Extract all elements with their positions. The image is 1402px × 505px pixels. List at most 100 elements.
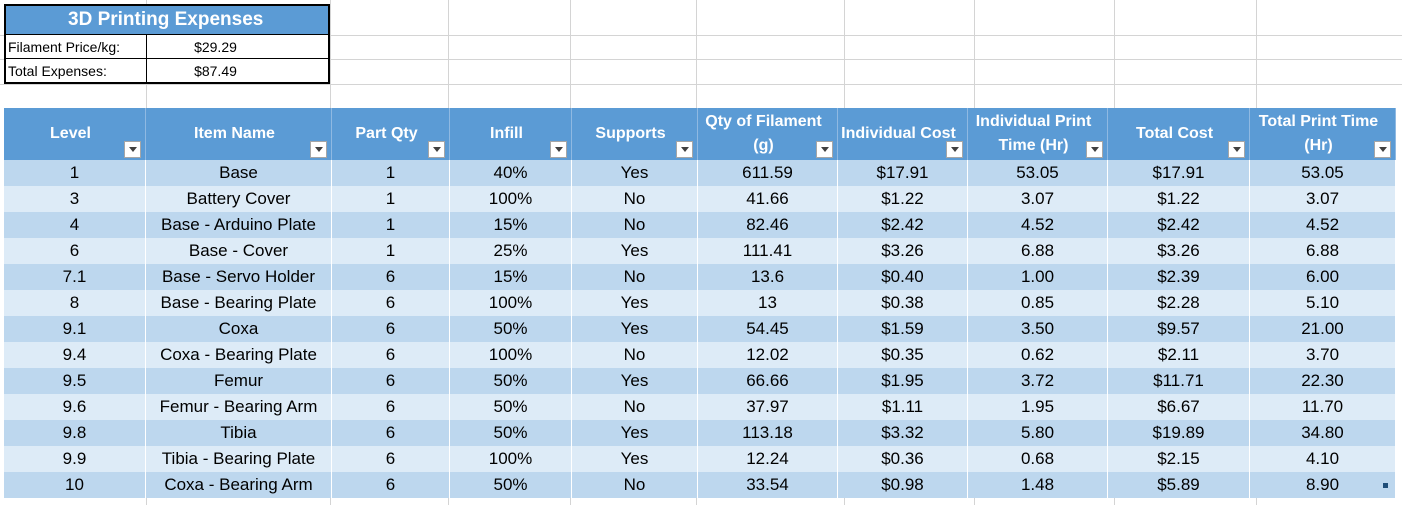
table-cell[interactable]: 22.30	[1250, 368, 1396, 394]
table-cell[interactable]: 9.8	[4, 420, 146, 446]
table-cell[interactable]: Yes	[572, 446, 698, 472]
filter-dropdown-icon[interactable]	[946, 141, 963, 158]
header-supports[interactable]: Supports	[572, 108, 698, 160]
table-cell[interactable]: $19.89	[1108, 420, 1250, 446]
table-cell[interactable]: 66.66	[698, 368, 838, 394]
table-cell[interactable]: 0.85	[968, 290, 1108, 316]
filter-dropdown-icon[interactable]	[676, 141, 693, 158]
total-expenses-label[interactable]: Total Expenses:	[6, 59, 147, 83]
table-cell[interactable]: $17.91	[838, 160, 968, 186]
table-cell[interactable]: 6.88	[968, 238, 1108, 264]
table-cell[interactable]: 1	[332, 238, 450, 264]
table-cell[interactable]: 9.6	[4, 394, 146, 420]
table-cell[interactable]: 6	[4, 238, 146, 264]
table-cell[interactable]: $2.28	[1108, 290, 1250, 316]
table-cell[interactable]: 50%	[450, 394, 572, 420]
table-cell[interactable]: 3.70	[1250, 342, 1396, 368]
table-cell[interactable]: 3.50	[968, 316, 1108, 342]
table-cell[interactable]: Yes	[572, 368, 698, 394]
table-cell[interactable]: Yes	[572, 160, 698, 186]
table-cell[interactable]: Base	[146, 160, 332, 186]
table-cell[interactable]: 7.1	[4, 264, 146, 290]
table-cell[interactable]: $2.42	[1108, 212, 1250, 238]
table-cell[interactable]: 6	[332, 446, 450, 472]
summary-title[interactable]: 3D Printing Expenses	[6, 6, 328, 35]
table-cell[interactable]: Tibia - Bearing Plate	[146, 446, 332, 472]
table-cell[interactable]: 6	[332, 264, 450, 290]
table-cell[interactable]: 37.97	[698, 394, 838, 420]
table-cell[interactable]: $2.42	[838, 212, 968, 238]
table-cell[interactable]: Base - Bearing Plate	[146, 290, 332, 316]
table-cell[interactable]: No	[572, 394, 698, 420]
table-cell[interactable]: 6	[332, 394, 450, 420]
table-cell[interactable]: 6	[332, 420, 450, 446]
table-cell[interactable]: 0.68	[968, 446, 1108, 472]
table-cell[interactable]: 1.48	[968, 472, 1108, 498]
table-cell[interactable]: 3.72	[968, 368, 1108, 394]
table-cell[interactable]: 6	[332, 342, 450, 368]
table-cell[interactable]: 8	[4, 290, 146, 316]
header-qty-filament[interactable]: Qty of Filament (g)	[698, 108, 838, 160]
table-cell[interactable]: 54.45	[698, 316, 838, 342]
table-cell[interactable]: 1	[332, 212, 450, 238]
table-cell[interactable]: $11.71	[1108, 368, 1250, 394]
table-cell[interactable]: $3.26	[1108, 238, 1250, 264]
table-cell[interactable]: Tibia	[146, 420, 332, 446]
table-cell[interactable]: 4.52	[1250, 212, 1396, 238]
table-cell[interactable]: 5.10	[1250, 290, 1396, 316]
table-cell[interactable]: Yes	[572, 420, 698, 446]
table-cell[interactable]: 82.46	[698, 212, 838, 238]
table-cell[interactable]: $0.98	[838, 472, 968, 498]
table-cell[interactable]: 6	[332, 316, 450, 342]
table-cell[interactable]: $17.91	[1108, 160, 1250, 186]
table-cell[interactable]: $3.32	[838, 420, 968, 446]
header-total-cost[interactable]: Total Cost	[1108, 108, 1250, 160]
table-cell[interactable]: 6	[332, 290, 450, 316]
filter-dropdown-icon[interactable]	[428, 141, 445, 158]
table-cell[interactable]: $1.59	[838, 316, 968, 342]
filter-dropdown-icon[interactable]	[124, 141, 141, 158]
table-cell[interactable]: No	[572, 342, 698, 368]
table-cell[interactable]: No	[572, 212, 698, 238]
table-cell[interactable]: Coxa - Bearing Plate	[146, 342, 332, 368]
table-cell[interactable]: 1	[332, 160, 450, 186]
table-cell[interactable]: 4.52	[968, 212, 1108, 238]
table-cell[interactable]: $0.35	[838, 342, 968, 368]
table-cell[interactable]: Femur	[146, 368, 332, 394]
filament-price-value[interactable]: $29.29	[194, 38, 237, 55]
table-cell[interactable]: $3.26	[838, 238, 968, 264]
table-cell[interactable]: 11.70	[1250, 394, 1396, 420]
table-cell[interactable]: 1.95	[968, 394, 1108, 420]
table-cell[interactable]: 100%	[450, 290, 572, 316]
filament-price-label[interactable]: Filament Price/kg:	[6, 35, 147, 58]
table-cell[interactable]: 50%	[450, 420, 572, 446]
table-cell[interactable]: $1.22	[838, 186, 968, 212]
table-cell[interactable]: 1.00	[968, 264, 1108, 290]
table-cell[interactable]: $6.67	[1108, 394, 1250, 420]
table-cell[interactable]: $5.89	[1108, 472, 1250, 498]
table-cell[interactable]: 4.10	[1250, 446, 1396, 472]
table-cell[interactable]: 9.5	[4, 368, 146, 394]
table-cell[interactable]: No	[572, 472, 698, 498]
table-cell[interactable]: Coxa	[146, 316, 332, 342]
header-item-name[interactable]: Item Name	[146, 108, 332, 160]
filter-dropdown-icon[interactable]	[310, 141, 327, 158]
table-cell[interactable]: No	[572, 264, 698, 290]
table-cell[interactable]: 100%	[450, 446, 572, 472]
header-total-print-time[interactable]: Total Print Time (Hr)	[1250, 108, 1396, 160]
table-cell[interactable]: $2.39	[1108, 264, 1250, 290]
table-cell[interactable]: 9.4	[4, 342, 146, 368]
table-cell[interactable]: 33.54	[698, 472, 838, 498]
table-cell[interactable]: 8.90	[1250, 472, 1396, 498]
table-cell[interactable]: $1.11	[838, 394, 968, 420]
table-cell[interactable]: 50%	[450, 368, 572, 394]
table-cell[interactable]: 25%	[450, 238, 572, 264]
table-cell[interactable]: Coxa - Bearing Arm	[146, 472, 332, 498]
table-cell[interactable]: 12.24	[698, 446, 838, 472]
table-cell[interactable]: 53.05	[968, 160, 1108, 186]
total-expenses-value[interactable]: $87.49	[194, 63, 237, 79]
table-cell[interactable]: 6.88	[1250, 238, 1396, 264]
table-cell[interactable]: Base - Servo Holder	[146, 264, 332, 290]
table-cell[interactable]: 611.59	[698, 160, 838, 186]
table-cell[interactable]: 21.00	[1250, 316, 1396, 342]
